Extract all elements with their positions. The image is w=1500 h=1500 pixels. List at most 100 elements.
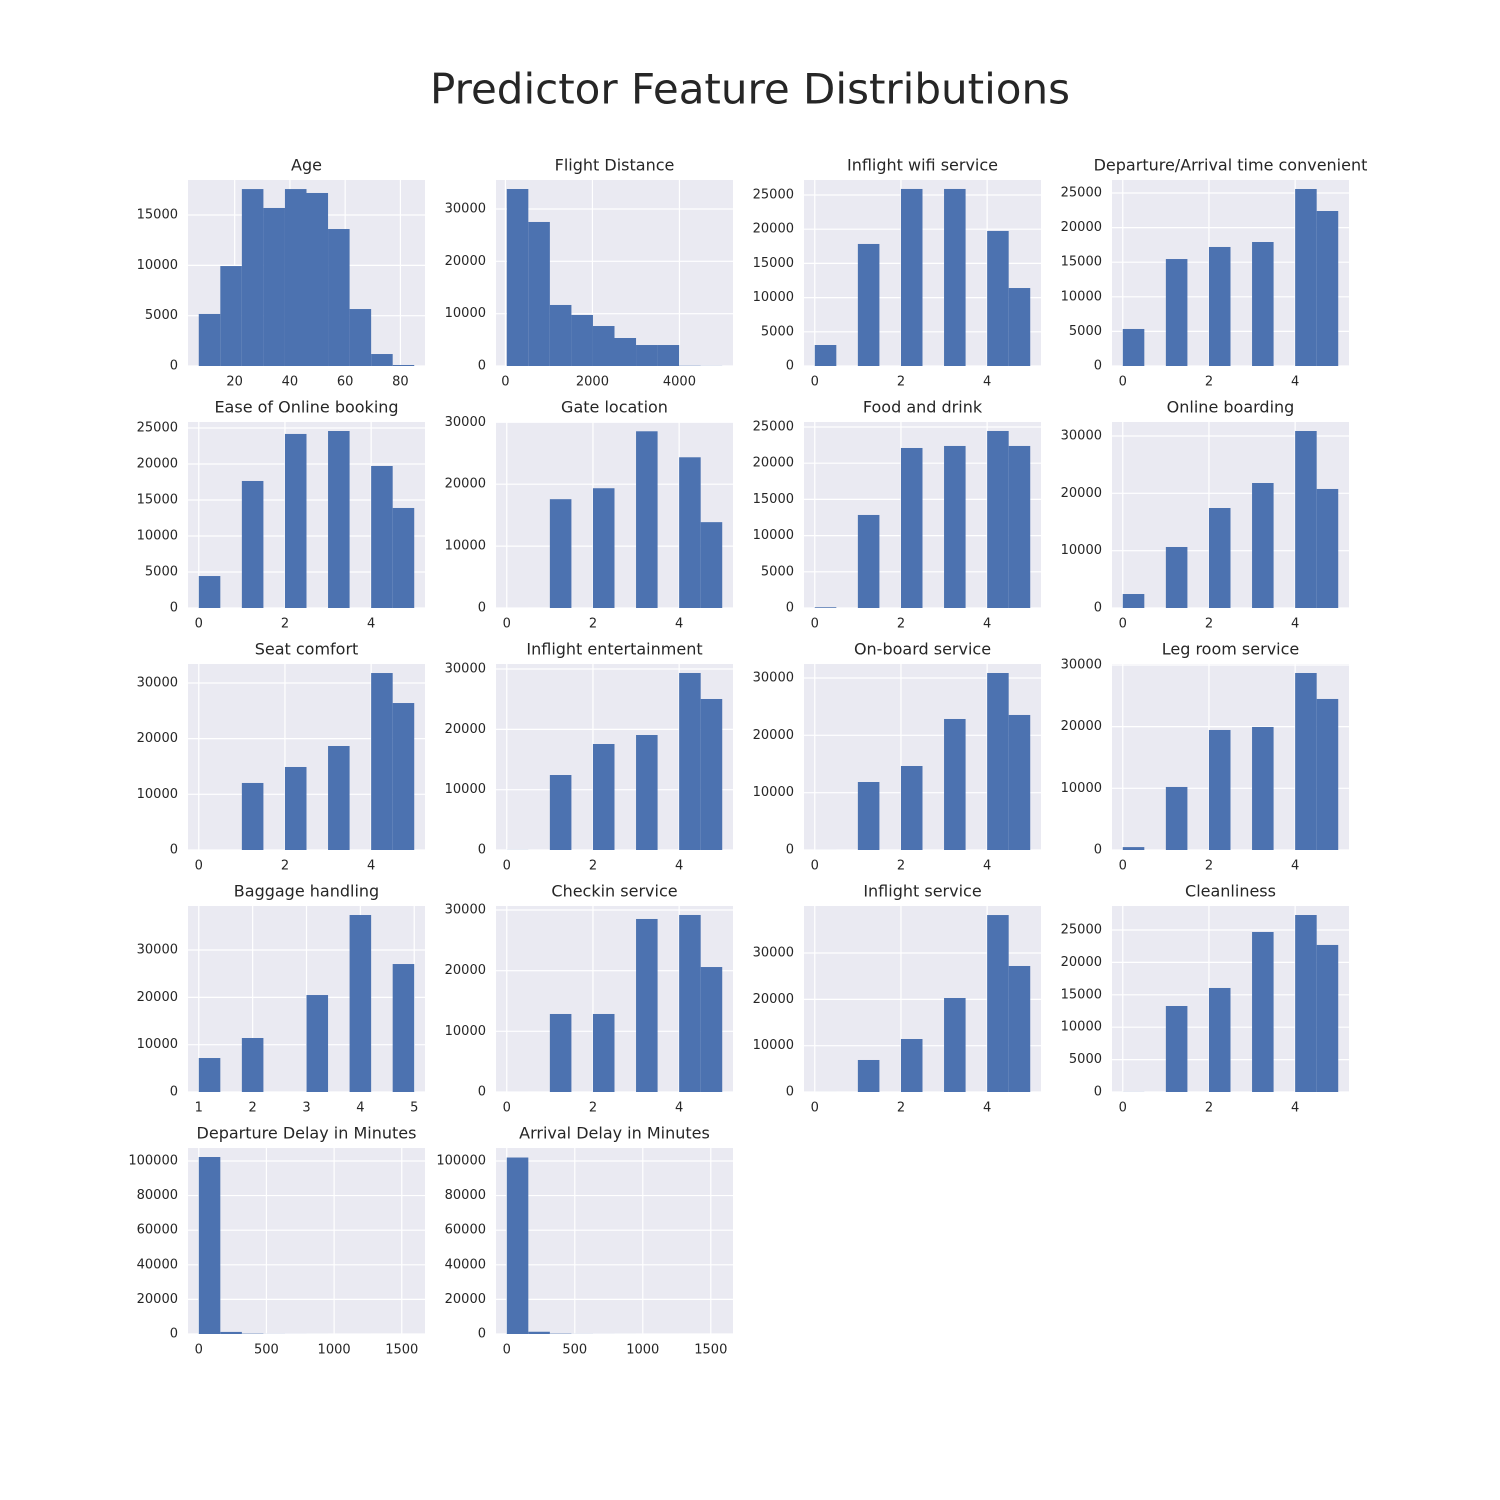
y-tick-label: 15000 bbox=[753, 256, 794, 271]
subplot: 0 2 4 0 5000 10000 15000 20000 25000 Food and dri… bbox=[753, 398, 1041, 632]
subplot-title: Gate location bbox=[561, 398, 668, 417]
bar bbox=[1252, 242, 1274, 366]
subplot-title: Departure Delay in Minutes bbox=[197, 1124, 417, 1143]
x-tick-label: 2000 bbox=[576, 375, 609, 390]
bar bbox=[1208, 729, 1231, 850]
bar bbox=[241, 782, 264, 850]
bar bbox=[284, 189, 307, 366]
bar bbox=[857, 514, 880, 608]
y-tick-label: 20000 bbox=[137, 1292, 178, 1307]
bar bbox=[814, 607, 837, 608]
x-tick-label: 0 bbox=[1119, 617, 1127, 632]
bar bbox=[636, 918, 658, 1092]
subplot-title: Seat comfort bbox=[255, 640, 359, 659]
y-tick-label: 30000 bbox=[1061, 657, 1102, 672]
y-tick-label: 0 bbox=[1094, 601, 1102, 616]
bar bbox=[328, 431, 350, 608]
subplot-title: Inflight service bbox=[863, 882, 981, 901]
subplot: 0 2000 4000 0 10000 20000 30000 Flight Distance bbox=[445, 156, 733, 390]
subplot-title: Departure/Arrival time convenient bbox=[1094, 156, 1368, 175]
x-tick-label: 4 bbox=[675, 859, 683, 874]
bar bbox=[1165, 546, 1188, 608]
bar bbox=[1122, 328, 1145, 366]
y-tick-label: 5000 bbox=[145, 564, 178, 579]
y-tick-label: 20000 bbox=[1061, 220, 1102, 235]
bar bbox=[679, 672, 701, 850]
bar bbox=[1165, 1005, 1188, 1092]
bar bbox=[592, 488, 615, 608]
subplot: 0 2 4 0 10000 20000 30000 On-board service bbox=[753, 640, 1041, 874]
x-tick-label: 0 bbox=[1119, 1101, 1127, 1116]
bar bbox=[987, 230, 1009, 366]
bar bbox=[857, 1059, 880, 1092]
y-tick-label: 10000 bbox=[445, 306, 486, 321]
x-tick-label: 5 bbox=[410, 1101, 418, 1116]
bar bbox=[679, 457, 701, 608]
bar bbox=[636, 735, 658, 850]
y-tick-label: 20000 bbox=[1061, 486, 1102, 501]
y-tick-label: 5000 bbox=[761, 324, 794, 339]
y-tick-label: 25000 bbox=[753, 419, 794, 434]
y-tick-label: 0 bbox=[478, 359, 486, 374]
x-tick-label: 4 bbox=[367, 617, 375, 632]
x-tick-label: 1000 bbox=[626, 1343, 659, 1358]
x-tick-label: 4 bbox=[983, 375, 991, 390]
x-tick-label: 0 bbox=[195, 617, 203, 632]
bar bbox=[944, 998, 966, 1092]
subplot: 0 500 1000 1500 0 20000 40000 60000 80000 100000 A… bbox=[436, 1124, 733, 1358]
y-tick-label: 30000 bbox=[753, 670, 794, 685]
subplot: 0 2 4 0 5000 10000 15000 20000 25000 Inflight wif… bbox=[753, 156, 1041, 390]
y-tick-label: 30000 bbox=[137, 675, 178, 690]
y-tick-label: 20000 bbox=[753, 456, 794, 471]
x-tick-label: 0 bbox=[503, 859, 511, 874]
subplot: 0 2 4 0 10000 20000 30000 Online boarding bbox=[1061, 398, 1349, 632]
bar bbox=[1295, 673, 1317, 850]
y-tick-label: 30000 bbox=[1061, 428, 1102, 443]
y-tick-label: 30000 bbox=[445, 903, 486, 918]
y-tick-label: 0 bbox=[170, 359, 178, 374]
y-tick-label: 5000 bbox=[1069, 324, 1102, 339]
x-tick-label: 2 bbox=[1205, 375, 1213, 390]
bar bbox=[857, 243, 880, 366]
x-tick-label: 1500 bbox=[385, 1343, 418, 1358]
bar bbox=[263, 207, 285, 366]
y-tick-label: 20000 bbox=[137, 990, 178, 1005]
bar bbox=[700, 967, 723, 1092]
bar bbox=[592, 1013, 615, 1092]
y-tick-label: 0 bbox=[786, 1085, 794, 1100]
bar bbox=[506, 189, 529, 366]
bar bbox=[636, 345, 658, 366]
y-tick-label: 25000 bbox=[1061, 922, 1102, 937]
y-tick-label: 30000 bbox=[445, 201, 486, 216]
bar bbox=[371, 354, 393, 366]
bar bbox=[1208, 246, 1231, 366]
subplot: 0 2 4 0 5000 10000 15000 20000 25000 Departure/Ar… bbox=[1061, 156, 1368, 390]
x-tick-label: 4 bbox=[983, 617, 991, 632]
x-tick-label: 1500 bbox=[694, 1343, 727, 1358]
bar bbox=[814, 344, 837, 366]
x-tick-label: 2 bbox=[897, 617, 905, 632]
figure-title: Predictor Feature Distributions bbox=[430, 65, 1070, 114]
bar bbox=[1252, 483, 1274, 608]
y-tick-label: 0 bbox=[478, 843, 486, 858]
y-tick-label: 15000 bbox=[137, 492, 178, 507]
subplot-title: On-board service bbox=[854, 640, 991, 659]
bar bbox=[857, 781, 880, 850]
y-tick-label: 0 bbox=[1094, 359, 1102, 374]
bar bbox=[1122, 594, 1145, 608]
y-tick-label: 10000 bbox=[753, 290, 794, 305]
bar bbox=[506, 1157, 529, 1334]
x-tick-label: 4000 bbox=[663, 375, 696, 390]
y-tick-label: 30000 bbox=[137, 943, 178, 958]
x-tick-label: 4 bbox=[1291, 1101, 1299, 1116]
y-tick-label: 10000 bbox=[137, 258, 178, 273]
y-tick-label: 20000 bbox=[753, 992, 794, 1007]
y-tick-label: 10000 bbox=[445, 539, 486, 554]
bar bbox=[528, 1331, 550, 1334]
bar bbox=[1295, 915, 1317, 1092]
bar bbox=[284, 766, 307, 850]
y-tick-label: 20000 bbox=[445, 722, 486, 737]
bar bbox=[679, 914, 701, 1092]
subplot: 0 2 4 0 5000 10000 15000 20000 25000 Cleanliness bbox=[1061, 882, 1349, 1116]
y-tick-label: 80000 bbox=[445, 1188, 486, 1203]
